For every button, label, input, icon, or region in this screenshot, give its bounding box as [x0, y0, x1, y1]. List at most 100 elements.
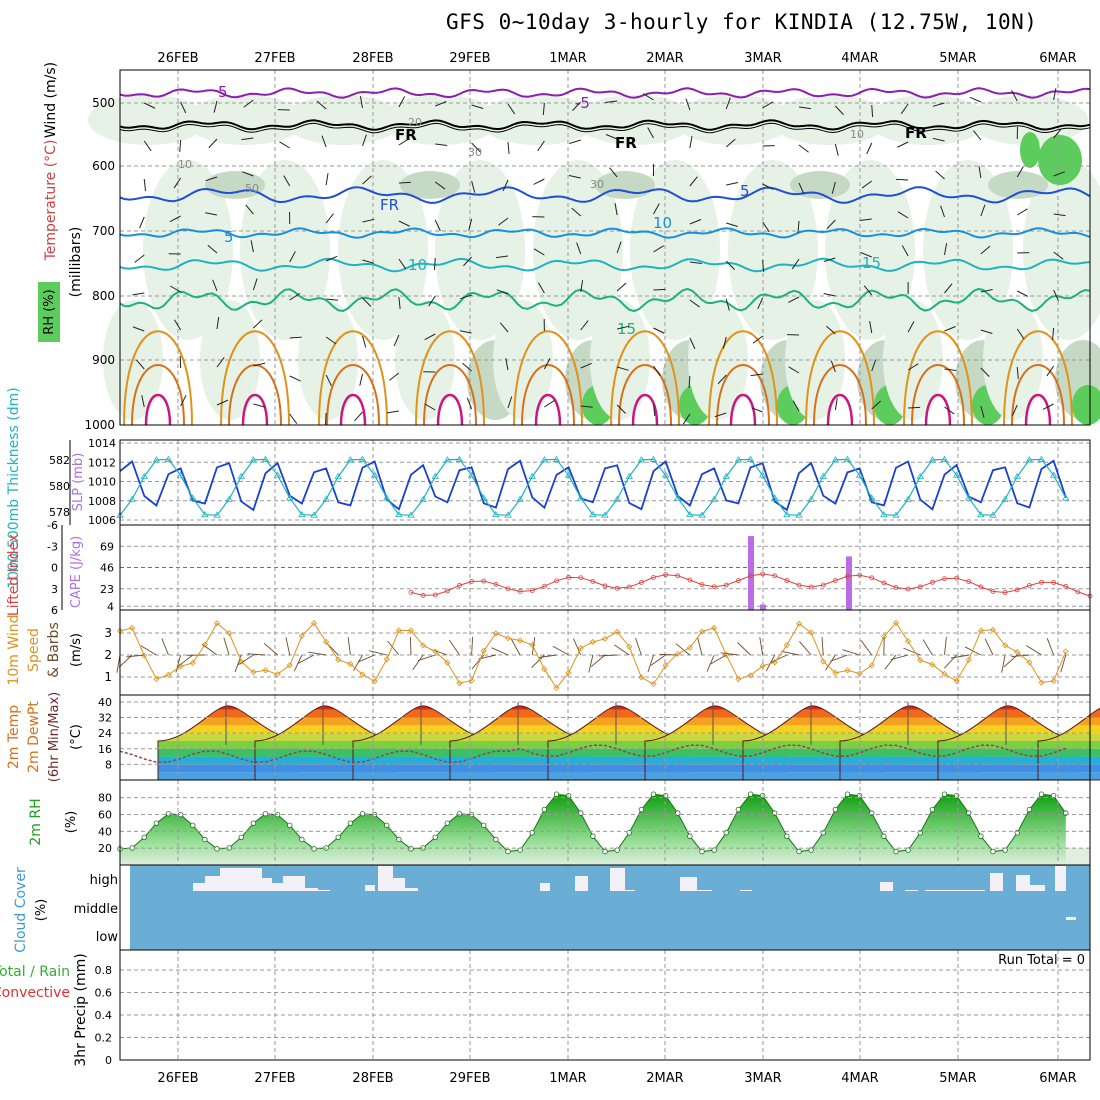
temp-band: [743, 756, 883, 765]
rh-tick: 60: [98, 808, 112, 821]
rh-point: [832, 806, 839, 813]
date-label-bottom: 4MAR: [841, 1071, 878, 1086]
rh-blob: [400, 171, 460, 199]
cloud-bar-high: [262, 878, 272, 891]
thickness-point: [928, 456, 937, 463]
wind-barb: [762, 259, 765, 272]
wind-barb: [689, 176, 698, 187]
wind-barb: [871, 400, 882, 410]
wind-barb: [980, 245, 991, 255]
wind-barb-10m: [860, 640, 873, 656]
wind-barb: [174, 319, 182, 331]
wind-barb: [502, 179, 509, 192]
temp-contour-minus5: [119, 87, 1091, 99]
temp-band: [645, 717, 785, 726]
temp-band: [548, 709, 688, 718]
wind-barb-10m: [573, 638, 582, 656]
wind-barb: [616, 366, 629, 371]
wind-barb: [869, 321, 873, 334]
wind-barb: [180, 395, 187, 407]
date-label-bottom: 28FEB: [352, 1071, 393, 1086]
wind-point: [686, 644, 693, 651]
wind-barb: [169, 215, 181, 223]
thickness-point: [419, 495, 427, 502]
temp-band: [840, 764, 980, 773]
thickness-point: [916, 472, 924, 479]
wind-barb: [1016, 208, 1028, 216]
temp-band: [158, 772, 298, 780]
wind-point: [844, 667, 851, 674]
temp-contour-arch: [513, 330, 583, 426]
wind-speed-line: [119, 621, 1067, 689]
wind-barb-10m: [675, 643, 691, 656]
thickness-point: [358, 455, 367, 462]
wind-point: [468, 677, 475, 684]
cloud-bar-high: [905, 890, 918, 891]
rh-point: [929, 806, 936, 813]
wind-barb: [605, 134, 618, 140]
wind-barb-10m: [1025, 645, 1042, 656]
temp-band: [548, 733, 688, 741]
thickness-point: [758, 471, 767, 478]
pressure-tick: 800: [92, 289, 115, 303]
wind-barb: [792, 400, 800, 412]
temp-band: [1038, 733, 1100, 741]
wind-barb: [897, 211, 909, 219]
cloud-bar-high: [193, 883, 205, 891]
thickness-point: [1001, 495, 1009, 502]
wind-barb: [398, 220, 410, 227]
temp-contour-arch: [131, 364, 185, 426]
temp-tick: 40: [98, 696, 112, 709]
wind-barb: [241, 171, 254, 177]
wind-barb: [1053, 128, 1062, 139]
wind-barb: [207, 244, 218, 254]
wind-point: [868, 662, 875, 669]
thickness-point: [783, 510, 791, 518]
axis-title-rh2m: 2m RH: [28, 798, 44, 845]
axis-title-temp: Temperature (°C): [43, 140, 59, 262]
wind-barb-10m: [347, 637, 351, 656]
rh-tick: 40: [98, 825, 112, 838]
wind-point: [529, 641, 536, 648]
axis-title-precip: 3hr Precip (mm): [73, 953, 89, 1066]
temp-contour-arch: [534, 393, 562, 426]
wind-barb: [752, 335, 763, 344]
rh-point: [553, 791, 560, 797]
wind-barb: [289, 375, 301, 382]
thickness-point: [346, 456, 355, 463]
rh-point: [408, 846, 414, 852]
temp-band: [255, 772, 395, 780]
wind-barb: [321, 135, 327, 148]
wind-barb-10m: [944, 654, 957, 669]
contour-label: 20: [408, 116, 422, 129]
axis-title-total-rain: Total / Rain: [0, 964, 70, 980]
temp-band: [938, 756, 1078, 765]
wind-barb: [250, 240, 254, 253]
slp-tick: 1010: [88, 476, 116, 489]
temp-contour-arch: [123, 330, 193, 426]
thickness-point: [564, 471, 573, 478]
thickness-point: [189, 494, 197, 501]
rh-point: [735, 806, 742, 813]
wind-point: [226, 630, 233, 637]
wind-barb: [609, 167, 618, 178]
rh-point: [796, 848, 802, 855]
thickness-point: [1037, 455, 1046, 462]
temp-band: [645, 772, 785, 780]
date-label-top: 27FEB: [254, 51, 295, 66]
temp-band: [938, 733, 1078, 741]
rh-point: [299, 836, 305, 843]
wind-barb: [944, 283, 953, 294]
wind-barb: [568, 175, 581, 179]
contour-label: FR: [905, 124, 927, 142]
wind-point: [1014, 649, 1021, 656]
axis-title-convective: Convective: [0, 985, 70, 1001]
temp-band: [255, 756, 395, 765]
lifted-point: [444, 588, 450, 594]
thickness-point: [868, 494, 876, 501]
temp-band: [840, 748, 980, 757]
wind-barb: [362, 218, 375, 223]
wind-barb: [466, 397, 473, 410]
contour-label: 15: [617, 320, 636, 338]
wind-barb: [834, 143, 839, 156]
